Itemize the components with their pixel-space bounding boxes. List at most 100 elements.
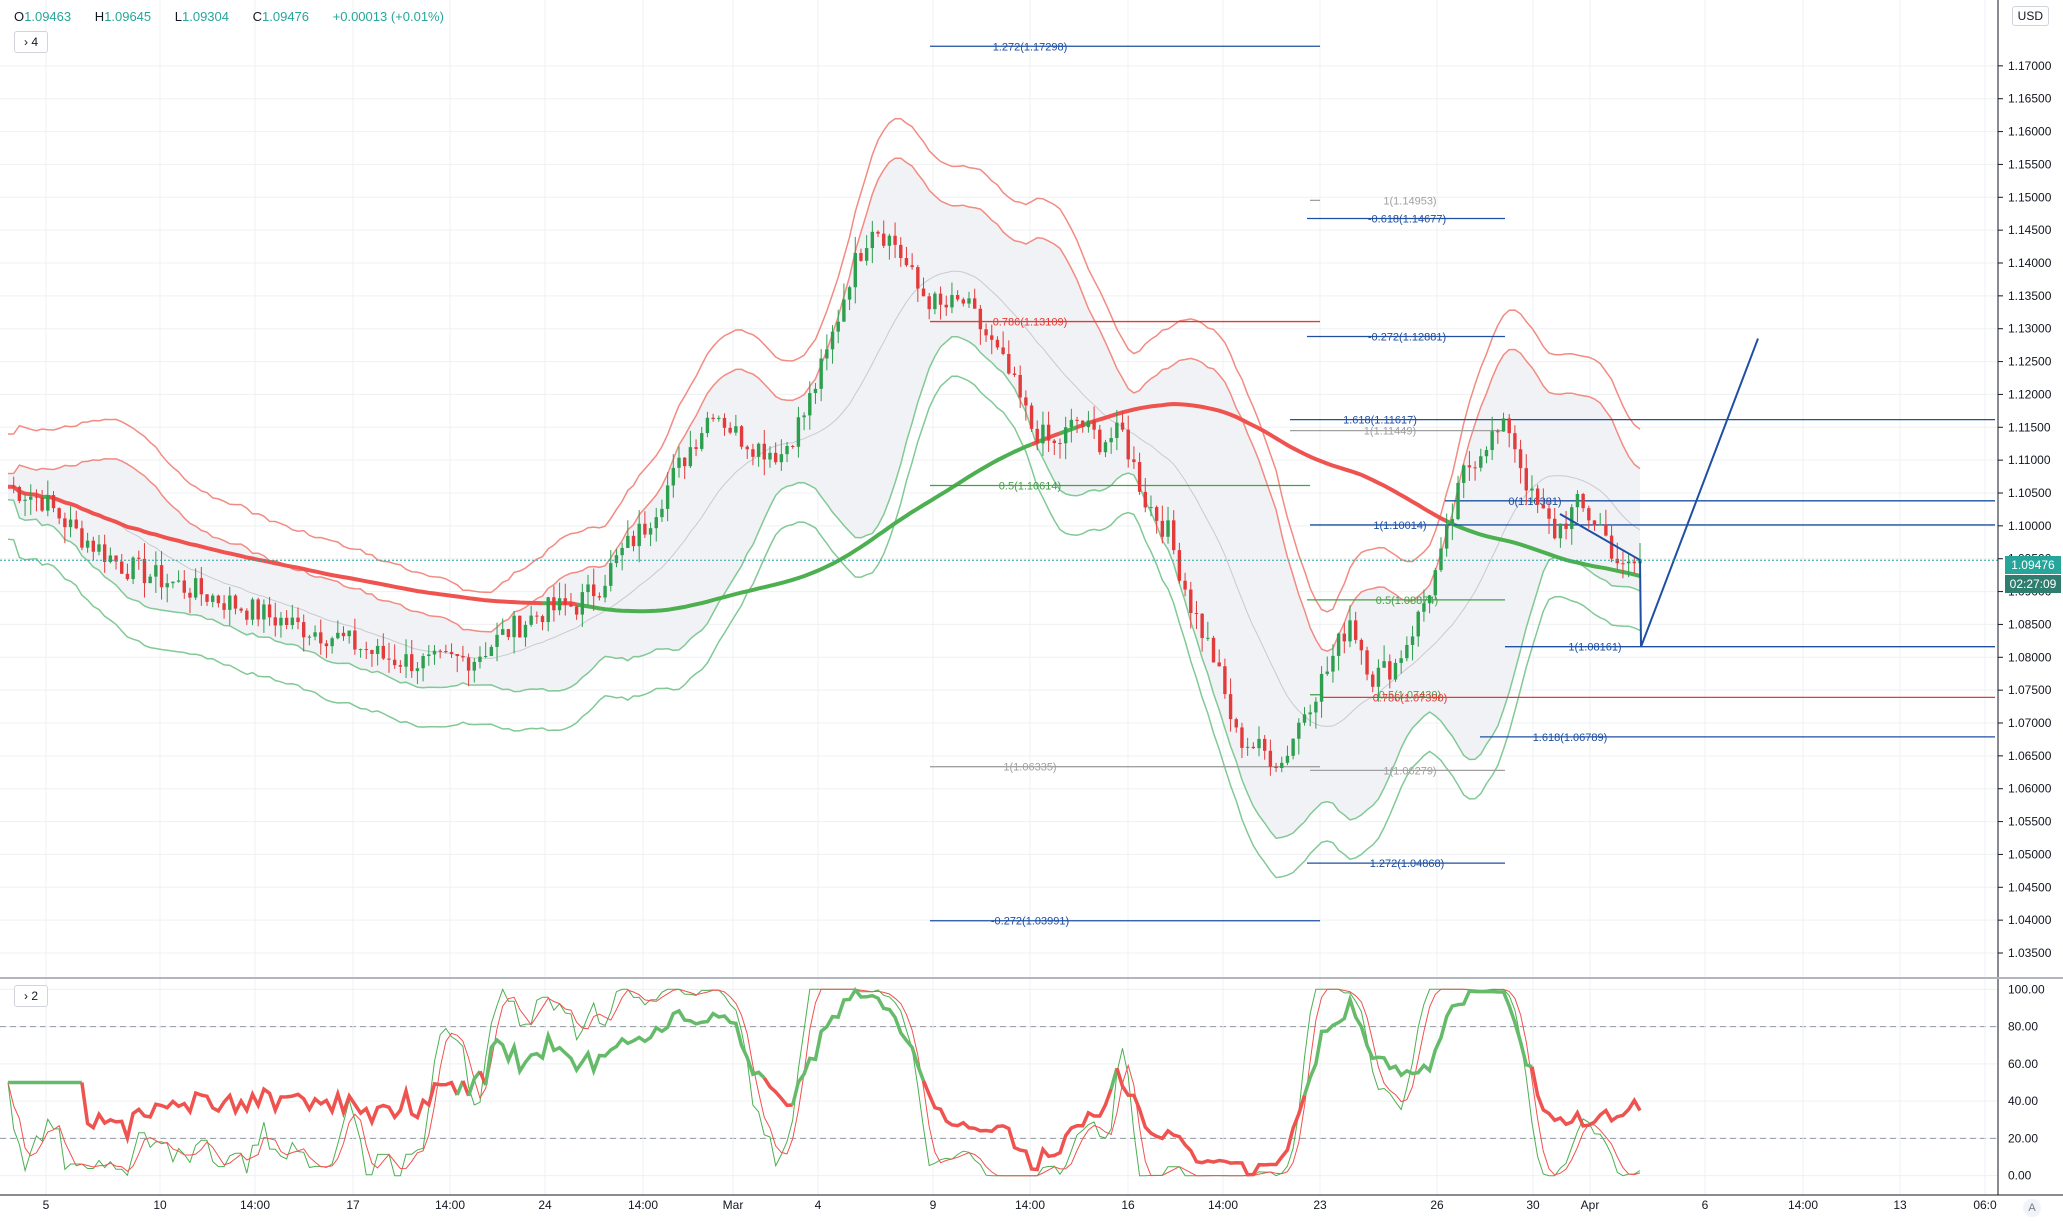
- candle-body: [137, 557, 141, 559]
- candle-body: [1621, 563, 1625, 565]
- price-tick-label: 1.13000: [2008, 322, 2052, 336]
- candle-body: [421, 656, 425, 669]
- candle-body: [523, 624, 528, 638]
- candle-body: [518, 615, 522, 638]
- candle-body: [1035, 428, 1039, 444]
- price-tick-label: 1.12500: [2008, 355, 2052, 369]
- rsi-segment: [466, 1070, 482, 1097]
- candle-body: [1137, 462, 1142, 492]
- candle-body: [574, 606, 579, 615]
- candle-body: [1342, 633, 1347, 642]
- candle-body: [631, 535, 636, 547]
- candle-body: [1467, 465, 1472, 468]
- candle-body: [1052, 440, 1056, 443]
- candle-body: [1427, 595, 1432, 604]
- price-tick-label: 1.06000: [2008, 782, 2052, 796]
- candle-body: [154, 565, 158, 577]
- candle-body: [1007, 353, 1011, 374]
- candle-body: [347, 630, 351, 637]
- candle-body: [665, 485, 670, 509]
- candle-body: [955, 295, 960, 300]
- candle-body: [1046, 424, 1051, 441]
- price-tick-label: 1.17000: [2008, 59, 2052, 73]
- candle-body: [711, 417, 715, 420]
- candle-body: [836, 321, 840, 332]
- candle-body: [916, 267, 920, 289]
- candle-body: [1348, 620, 1352, 642]
- candle-body: [944, 304, 948, 308]
- candle-body: [830, 331, 835, 350]
- time-tick-label: 9: [930, 1198, 937, 1212]
- candle-body: [910, 265, 914, 268]
- candle-body: [1069, 419, 1074, 428]
- candle-body: [262, 604, 266, 620]
- main-pane-toggle-button[interactable]: › 4: [14, 31, 48, 53]
- candle-body: [643, 523, 647, 535]
- rsi-segment: [1109, 1067, 1119, 1090]
- candle-body: [57, 508, 61, 519]
- candle-body: [1092, 420, 1096, 430]
- time-tick-label: 14:00: [1015, 1198, 1045, 1212]
- candle-body: [358, 649, 363, 651]
- candle-body: [68, 519, 73, 528]
- fib-level-label: 1(1.06279): [1383, 765, 1436, 777]
- candle-body: [1353, 620, 1358, 640]
- lower-band-inner: [7, 335, 1641, 840]
- candle-body: [40, 497, 44, 511]
- candle-body: [1109, 438, 1113, 443]
- candle-body: [864, 248, 869, 261]
- candle-body: [188, 592, 192, 598]
- candle-body: [756, 443, 761, 457]
- candle-body: [444, 650, 448, 652]
- candle-body: [773, 452, 778, 463]
- osc-tick-label: 80.00: [2008, 1020, 2038, 1034]
- candle-body: [1581, 494, 1585, 509]
- candle-body: [614, 555, 619, 564]
- price-tick-label: 1.06500: [2008, 749, 2052, 763]
- candle-body: [620, 547, 624, 556]
- candle-body: [1592, 520, 1597, 526]
- candle-body: [176, 580, 181, 582]
- candle-body: [63, 518, 67, 528]
- candle-body: [307, 636, 312, 638]
- price-tick-label: 1.04500: [2008, 880, 2052, 894]
- time-tick-label: Mar: [723, 1198, 744, 1212]
- candle-body: [449, 651, 454, 655]
- candle-body: [938, 293, 943, 305]
- currency-button[interactable]: USD: [2011, 6, 2049, 26]
- candle-body: [1541, 504, 1546, 509]
- auto-scale-button[interactable]: A: [2023, 1199, 2041, 1217]
- time-tick-label: 17: [346, 1198, 360, 1212]
- price-tick-label: 1.07000: [2008, 716, 2052, 730]
- candle-body: [114, 555, 118, 562]
- stochastic-oscillator: [7, 986, 1642, 1177]
- candle-body: [461, 656, 465, 658]
- time-tick-label: 5: [43, 1198, 50, 1212]
- fib-level-label: 1(1.06335): [1003, 762, 1056, 774]
- candle-body: [728, 427, 732, 433]
- candle-body: [199, 578, 204, 595]
- rsi-segment: [1530, 1066, 1642, 1128]
- candle-body: [370, 650, 374, 654]
- candle-body: [1268, 750, 1273, 767]
- candle-body: [734, 426, 738, 433]
- price-tick-label: 1.15000: [2008, 190, 2052, 204]
- candle-body: [921, 288, 926, 297]
- osc-tick-label: 60.00: [2008, 1057, 2038, 1071]
- candle-body: [1086, 420, 1091, 428]
- candle-body: [1518, 449, 1523, 469]
- oscillator-pane-toggle-button[interactable]: › 2: [14, 985, 48, 1007]
- candlestick-series: [11, 220, 1642, 776]
- candle-body: [1154, 507, 1159, 521]
- candle-body: [165, 583, 169, 588]
- rsi-segment: [1302, 989, 1533, 1096]
- candle-body: [1126, 429, 1130, 460]
- fib-level-label: -0.618(1.14677): [1368, 214, 1446, 226]
- candle-body: [1001, 347, 1005, 354]
- price-tick-label: 1.14000: [2008, 256, 2052, 270]
- candle-body: [648, 528, 653, 535]
- candle-body: [381, 645, 386, 659]
- candle-body: [825, 349, 829, 359]
- candle-body: [870, 231, 875, 249]
